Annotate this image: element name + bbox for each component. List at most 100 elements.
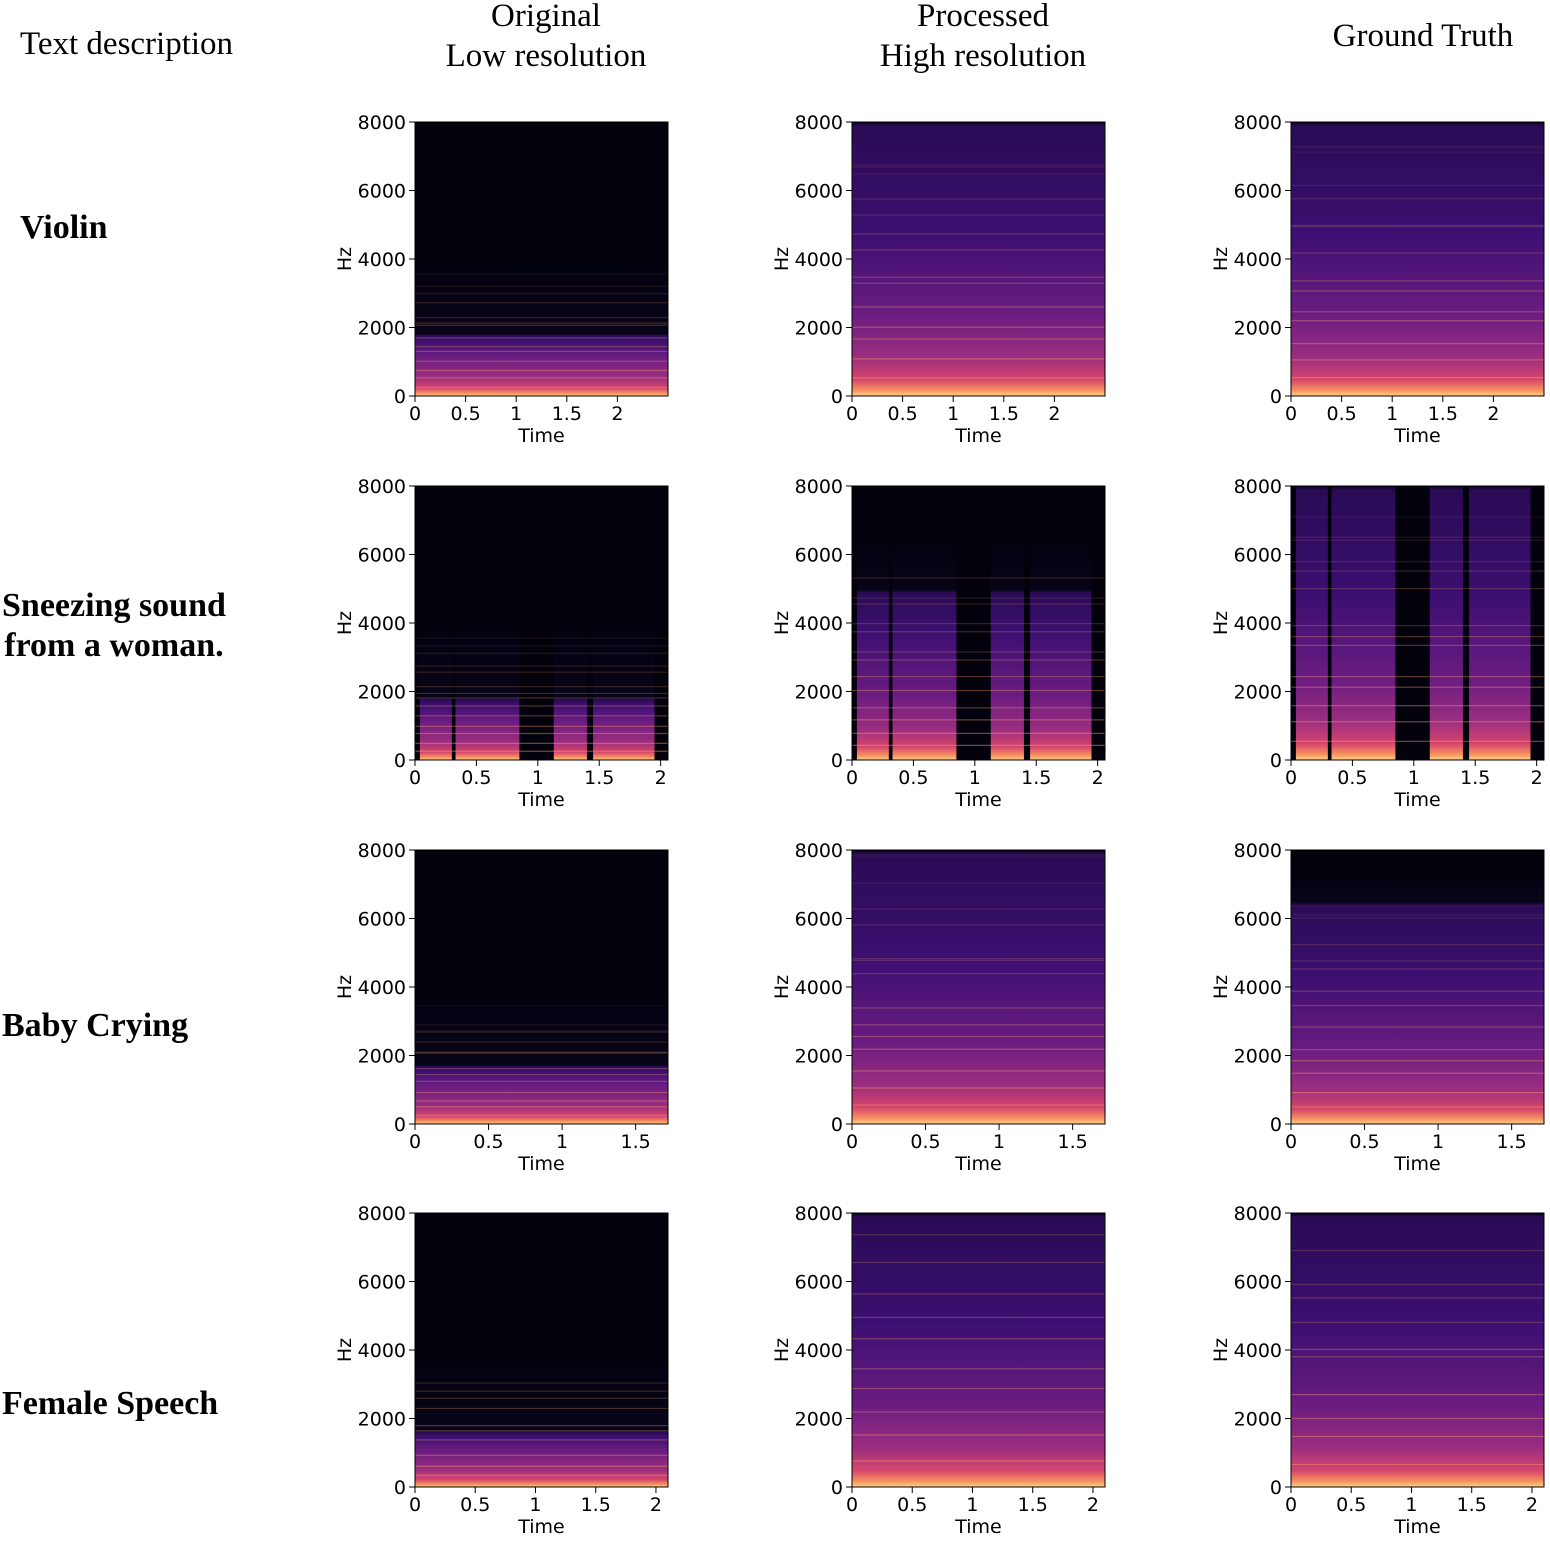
x-tick-label: 0.5 <box>460 1494 490 1516</box>
y-axis-label: Hz <box>334 611 356 635</box>
row-label-line1: Violin <box>20 209 108 246</box>
spectrogram-energy-burst <box>1469 486 1531 760</box>
x-tick-label: 0.5 <box>1337 767 1367 789</box>
x-tick-label: 1.5 <box>1497 1131 1527 1153</box>
spectrogram-panel: 0 2000 4000 6000 8000 0 0.5 1 1.5 2 Time Hz <box>771 476 1106 811</box>
y-tick-label: 8000 <box>358 1203 406 1225</box>
x-axis-label: Time <box>954 425 1002 447</box>
spectrogram-energy-burst <box>593 629 655 760</box>
y-tick-label: 6000 <box>795 1272 843 1294</box>
y-tick-label: 2000 <box>795 1046 843 1068</box>
x-tick-label: 1.5 <box>581 1494 611 1516</box>
y-axis-label: Hz <box>771 247 793 271</box>
spectrogram-panel: 0 2000 4000 6000 8000 0 0.5 1 1.5 2 Time Hz <box>771 1203 1106 1538</box>
spectrogram-energy-band <box>1291 877 1544 1124</box>
y-tick-label: 2000 <box>1234 318 1282 340</box>
y-tick-label: 4000 <box>795 977 843 999</box>
spectrogram-energy-burst <box>553 629 587 760</box>
y-tick-label: 2000 <box>358 682 406 704</box>
x-axis-label: Time <box>1393 1153 1441 1175</box>
x-axis-label: Time <box>954 1516 1002 1538</box>
x-tick-label: 0 <box>1285 1494 1297 1516</box>
y-tick-label: 0 <box>394 1114 406 1136</box>
y-tick-label: 6000 <box>795 545 843 567</box>
spectrogram-energy-band <box>852 122 1105 396</box>
x-tick-label: 1 <box>510 403 522 425</box>
spectrogram-panel: 0 2000 4000 6000 8000 0 0.5 1 1.5 2 Time Hz <box>771 112 1106 447</box>
x-axis-label: Time <box>517 789 565 811</box>
y-tick-label: 0 <box>1270 750 1282 772</box>
x-tick-label: 1 <box>556 1131 568 1153</box>
y-tick-label: 6000 <box>795 181 843 203</box>
x-tick-label: 0.5 <box>1326 403 1356 425</box>
y-axis-label: Hz <box>1210 1338 1232 1362</box>
y-tick-label: 4000 <box>795 249 843 271</box>
y-axis-label: Hz <box>771 611 793 635</box>
x-tick-label: 0.5 <box>897 1494 927 1516</box>
x-axis-label: Time <box>1393 789 1441 811</box>
x-tick-label: 1.5 <box>1428 403 1458 425</box>
y-axis-label: Hz <box>771 975 793 999</box>
x-tick-label: 1 <box>1386 403 1398 425</box>
spectrogram-panel: 0 2000 4000 6000 8000 0 0.5 1 1.5 2 Time Hz <box>1210 1203 1545 1538</box>
spectrogram-energy-burst <box>1331 486 1396 760</box>
spectrogram-energy-band <box>415 997 668 1124</box>
x-tick-label: 1 <box>1405 1494 1417 1516</box>
x-tick-label: 0.5 <box>461 767 491 789</box>
y-axis-label: Hz <box>334 1338 356 1362</box>
y-tick-label: 0 <box>394 386 406 408</box>
y-tick-label: 0 <box>1270 1477 1282 1499</box>
y-tick-label: 8000 <box>795 112 843 134</box>
x-tick-label: 2 <box>1087 1494 1099 1516</box>
x-tick-label: 1 <box>969 767 981 789</box>
y-tick-label: 8000 <box>795 476 843 498</box>
y-tick-label: 0 <box>831 386 843 408</box>
y-tick-label: 0 <box>831 1477 843 1499</box>
row-label-line2: from a woman. <box>4 627 224 664</box>
x-tick-label: 1.5 <box>1018 1494 1048 1516</box>
spectrogram-energy-band <box>415 265 668 396</box>
y-tick-label: 6000 <box>795 909 843 931</box>
x-axis-label: Time <box>1393 1516 1441 1538</box>
spectrogram-panel: 0 2000 4000 6000 8000 0 0.5 1 1.5 2 Time Hz <box>1210 112 1545 447</box>
y-tick-label: 0 <box>1270 1114 1282 1136</box>
spectrogram-energy-burst <box>856 544 889 760</box>
x-tick-label: 1.5 <box>1460 767 1490 789</box>
y-tick-label: 2000 <box>358 1409 406 1431</box>
x-tick-label: 2 <box>1526 1494 1538 1516</box>
x-axis-label: Time <box>517 1153 565 1175</box>
y-axis-label: Hz <box>1210 247 1232 271</box>
x-tick-label: 1.5 <box>1021 767 1051 789</box>
x-tick-label: 1.5 <box>584 767 614 789</box>
spectrogram-panel: 0 2000 4000 6000 8000 0 0.5 1 1.5 2 Time Hz <box>1210 476 1545 811</box>
x-tick-label: 2 <box>655 767 667 789</box>
y-tick-label: 4000 <box>1234 1340 1282 1362</box>
x-axis-label: Time <box>1393 425 1441 447</box>
spectrogram-energy-burst <box>455 629 520 760</box>
x-tick-label: 0 <box>1285 767 1297 789</box>
x-tick-label: 2 <box>1531 767 1543 789</box>
y-tick-label: 6000 <box>1234 545 1282 567</box>
y-axis-label: Hz <box>771 1338 793 1362</box>
x-tick-label: 1.5 <box>1457 1494 1487 1516</box>
spectrogram-energy-burst <box>1429 486 1463 760</box>
spectrogram-energy-burst <box>419 629 452 760</box>
y-axis-label: Hz <box>1210 611 1232 635</box>
row-label-sneezing: Sneezing sound from a woman. <box>2 586 226 666</box>
y-tick-label: 4000 <box>358 1340 406 1362</box>
x-tick-label: 1 <box>1432 1131 1444 1153</box>
x-tick-label: 0.5 <box>887 403 917 425</box>
x-tick-label: 0 <box>846 1131 858 1153</box>
y-tick-label: 8000 <box>795 1203 843 1225</box>
y-tick-label: 6000 <box>358 545 406 567</box>
row-label-line1: Sneezing sound <box>2 587 226 624</box>
y-tick-label: 4000 <box>795 613 843 635</box>
y-tick-label: 0 <box>1270 386 1282 408</box>
y-tick-label: 2000 <box>1234 1409 1282 1431</box>
column-header-original: Original Low resolution <box>441 0 651 76</box>
x-tick-label: 0.5 <box>450 403 480 425</box>
x-tick-label: 0.5 <box>910 1131 940 1153</box>
y-tick-label: 4000 <box>358 977 406 999</box>
x-axis-label: Time <box>517 1516 565 1538</box>
y-tick-label: 4000 <box>358 613 406 635</box>
